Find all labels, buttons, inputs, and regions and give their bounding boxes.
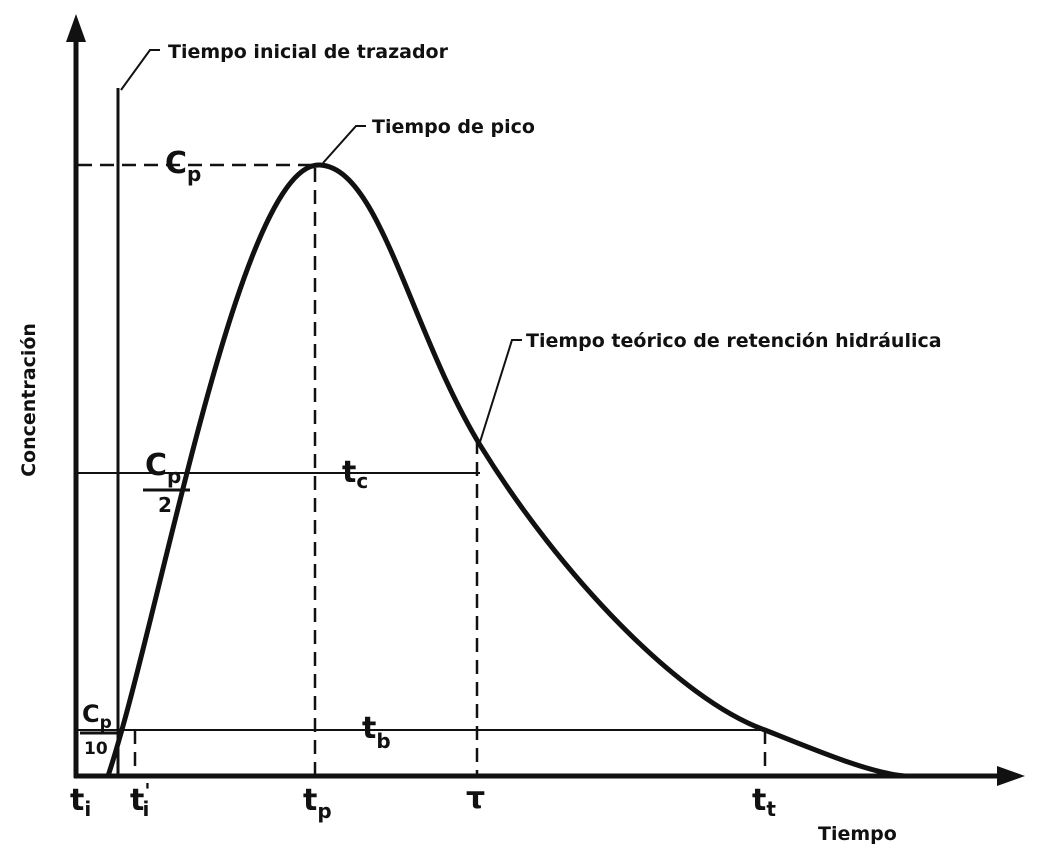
callout: Tiempo de pico — [372, 116, 535, 138]
callout: Tiempo inicial de trazador — [168, 41, 449, 63]
x-label: tt — [752, 783, 776, 821]
y-label-den: 2 — [158, 493, 172, 517]
inner-label: tb — [362, 711, 391, 753]
callout-leader — [322, 125, 366, 164]
y-label: Cp — [82, 700, 112, 733]
inner-label: tc — [342, 455, 368, 493]
y-label-den: 10 — [84, 739, 108, 759]
x-arrow — [997, 766, 1025, 786]
x-label: tp — [303, 783, 332, 823]
y-label: Cp — [145, 448, 181, 488]
callout: Tiempo teórico de retención hidráulica — [526, 330, 942, 352]
x-label: t' i — [130, 779, 150, 821]
y-arrow — [66, 14, 86, 42]
x-label: ti — [70, 783, 91, 821]
y-title: Concentración — [18, 323, 40, 477]
x-label: τ — [466, 781, 485, 816]
callout-leader — [479, 339, 522, 443]
callout-leader — [120, 49, 160, 91]
x-title: Tiempo — [818, 823, 897, 845]
concentration-curve — [105, 162, 906, 779]
y-label: Cp — [165, 146, 201, 186]
